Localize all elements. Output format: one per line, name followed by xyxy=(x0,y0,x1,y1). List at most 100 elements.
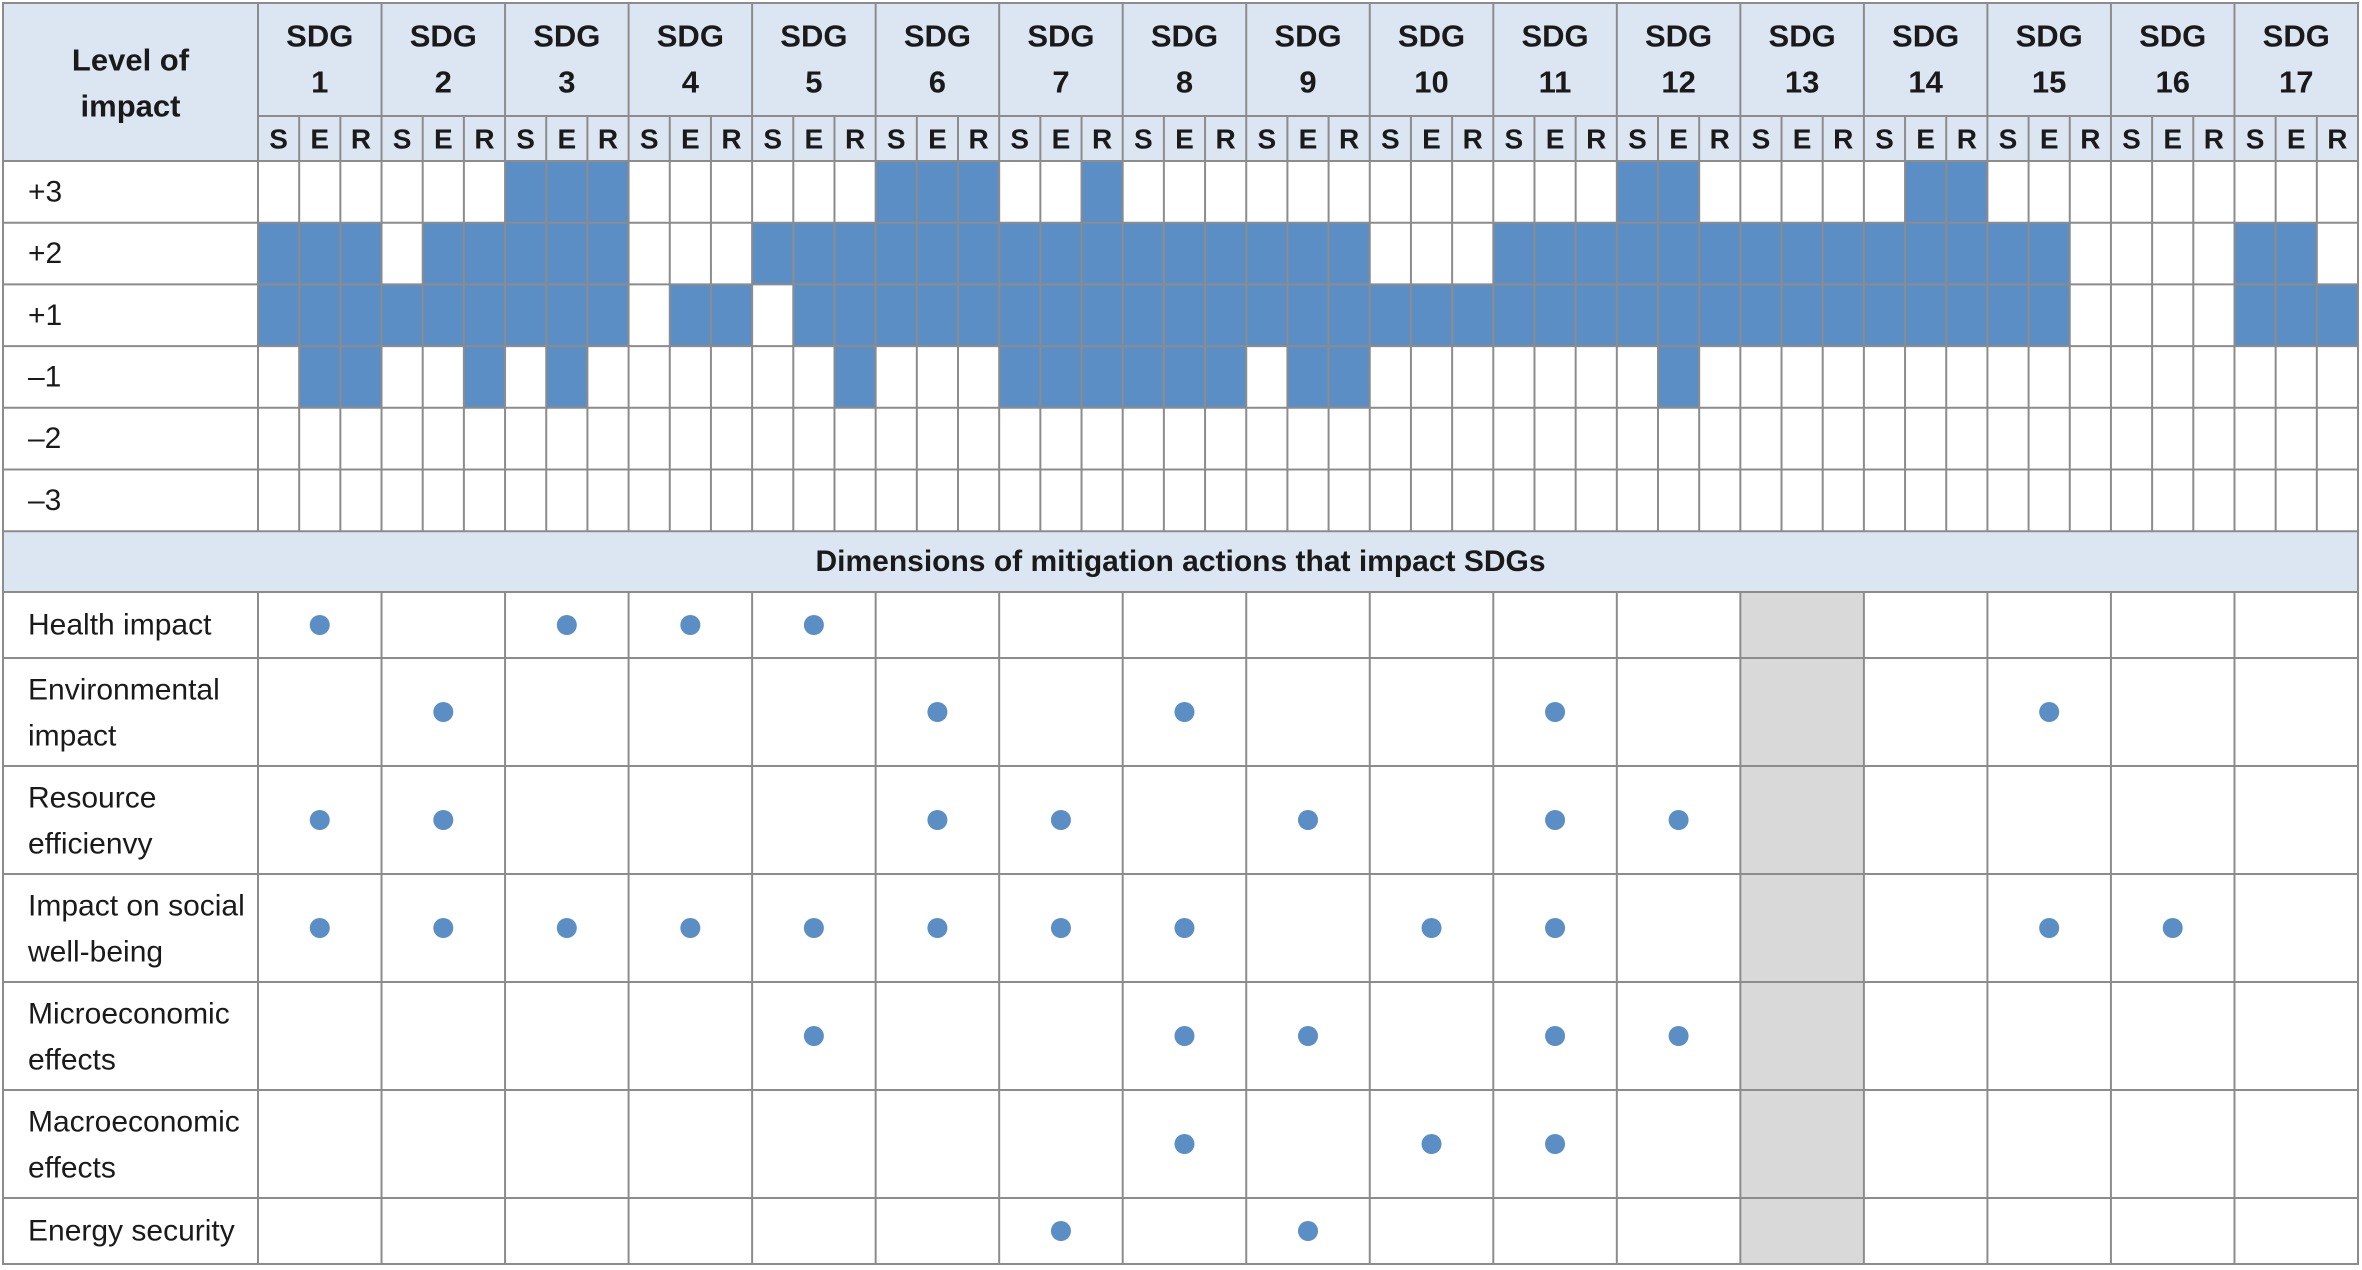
impact-cell xyxy=(1369,284,1411,347)
dimension-dot xyxy=(1545,918,1566,938)
dimension-dot xyxy=(309,918,330,938)
impact-cell xyxy=(916,161,958,223)
dimension-dot xyxy=(927,918,948,938)
impact-cell xyxy=(1040,346,1082,408)
impact-cell xyxy=(587,161,629,223)
impact-cell xyxy=(1616,222,1658,285)
sdg-header-number: 2 xyxy=(435,65,452,100)
sdg-header-number: 10 xyxy=(1414,65,1448,100)
impact-cell xyxy=(1452,284,1494,347)
impact-cell xyxy=(587,222,629,285)
impact-cell xyxy=(1246,284,1288,347)
impact-cell xyxy=(1122,284,1164,347)
sub-column-label: R xyxy=(1463,124,1483,155)
impact-cell xyxy=(546,284,588,347)
sub-column-label: R xyxy=(721,124,741,155)
impact-cell xyxy=(834,346,876,408)
dimension-label: efficienvy xyxy=(28,828,153,861)
impact-cell xyxy=(999,284,1041,347)
sdg-header-word: SDG xyxy=(1274,19,1341,54)
sdg-header-word: SDG xyxy=(1398,19,1465,54)
sub-column-label: E xyxy=(1175,124,1194,155)
level-label: +3 xyxy=(28,175,62,208)
impact-cell xyxy=(381,284,423,347)
sdg-header-word: SDG xyxy=(1645,19,1712,54)
impact-cell xyxy=(1740,284,1782,347)
sub-column-label: E xyxy=(681,124,700,155)
impact-cell xyxy=(1328,222,1370,285)
sub-column-label: R xyxy=(1339,124,1359,155)
impact-cell xyxy=(299,346,341,408)
impact-cell xyxy=(1287,346,1329,408)
dimension-dot xyxy=(1545,702,1566,722)
impact-cell xyxy=(1534,222,1576,285)
sub-column-label: E xyxy=(2163,124,2182,155)
impact-cell xyxy=(1905,161,1947,223)
impact-cell xyxy=(1493,284,1535,347)
sub-column-label: S xyxy=(269,124,288,155)
sub-column-label: S xyxy=(1999,124,2018,155)
impact-cell xyxy=(1616,161,1658,223)
impact-cell xyxy=(1287,284,1329,347)
dimension-dot xyxy=(927,810,948,830)
impact-cell xyxy=(258,222,300,285)
impact-cell xyxy=(1822,222,1864,285)
sdg-header-number: 15 xyxy=(2032,65,2066,100)
impact-cell xyxy=(1781,222,1823,285)
dimension-dot xyxy=(309,810,330,830)
dimension-dot xyxy=(1174,1134,1195,1154)
dimensions-title-background xyxy=(3,531,2358,592)
impact-cell xyxy=(999,346,1041,408)
impact-cell xyxy=(1658,161,1700,223)
sub-column-label: S xyxy=(887,124,906,155)
impact-cell xyxy=(1081,161,1123,223)
impact-cell xyxy=(546,161,588,223)
sub-column-label: S xyxy=(516,124,535,155)
dimension-label: Macroeconomic xyxy=(28,1106,240,1139)
dimension-dot xyxy=(433,918,454,938)
sub-column-label: E xyxy=(434,124,453,155)
impact-cell xyxy=(1163,346,1206,408)
dimension-dot xyxy=(1174,702,1195,722)
sub-column-label: S xyxy=(1257,124,1276,155)
impact-cell xyxy=(1493,222,1535,285)
sdg-header-number: 13 xyxy=(1785,65,1819,100)
impact-cell xyxy=(1328,284,1370,347)
sub-column-label: E xyxy=(557,124,576,155)
impact-cell xyxy=(2028,284,2070,347)
impact-cell xyxy=(2275,284,2317,347)
impact-cell xyxy=(999,222,1041,285)
sub-column-label: E xyxy=(1546,124,1565,155)
level-label: –1 xyxy=(28,360,61,393)
sdg-header-word: SDG xyxy=(904,19,971,54)
dimension-dot xyxy=(1050,918,1071,938)
dimension-dot xyxy=(680,615,701,635)
impact-cell xyxy=(505,222,547,285)
impact-cell xyxy=(1122,222,1164,285)
dimension-label: effects xyxy=(28,1152,116,1185)
level-of-impact-label: impact xyxy=(81,89,181,124)
impact-cell xyxy=(463,346,506,408)
impact-cell xyxy=(1410,284,1453,347)
sub-column-label: E xyxy=(928,124,947,155)
impact-cell xyxy=(1163,284,1206,347)
impact-cell xyxy=(1946,222,1988,285)
sdg-header-word: SDG xyxy=(1027,19,1094,54)
dimension-dot xyxy=(1298,1221,1318,1241)
sub-column-label: S xyxy=(1752,124,1771,155)
dimension-dot xyxy=(309,615,330,635)
sub-column-label: E xyxy=(1669,124,1688,155)
sub-column-label: S xyxy=(640,124,659,155)
sdg-header-word: SDG xyxy=(533,19,600,54)
dimension-dot xyxy=(680,918,701,938)
dimension-dot xyxy=(1545,1134,1566,1154)
dimension-dot xyxy=(1668,1026,1689,1046)
impact-cell xyxy=(258,284,300,347)
sdg-header-number: 17 xyxy=(2279,65,2313,100)
sdg-header-word: SDG xyxy=(2263,19,2330,54)
impact-cell xyxy=(1658,346,1700,408)
sub-column-label: R xyxy=(968,124,988,155)
sub-column-label: S xyxy=(1134,124,1153,155)
impact-cell xyxy=(1205,222,1247,285)
impact-cell xyxy=(505,161,547,223)
